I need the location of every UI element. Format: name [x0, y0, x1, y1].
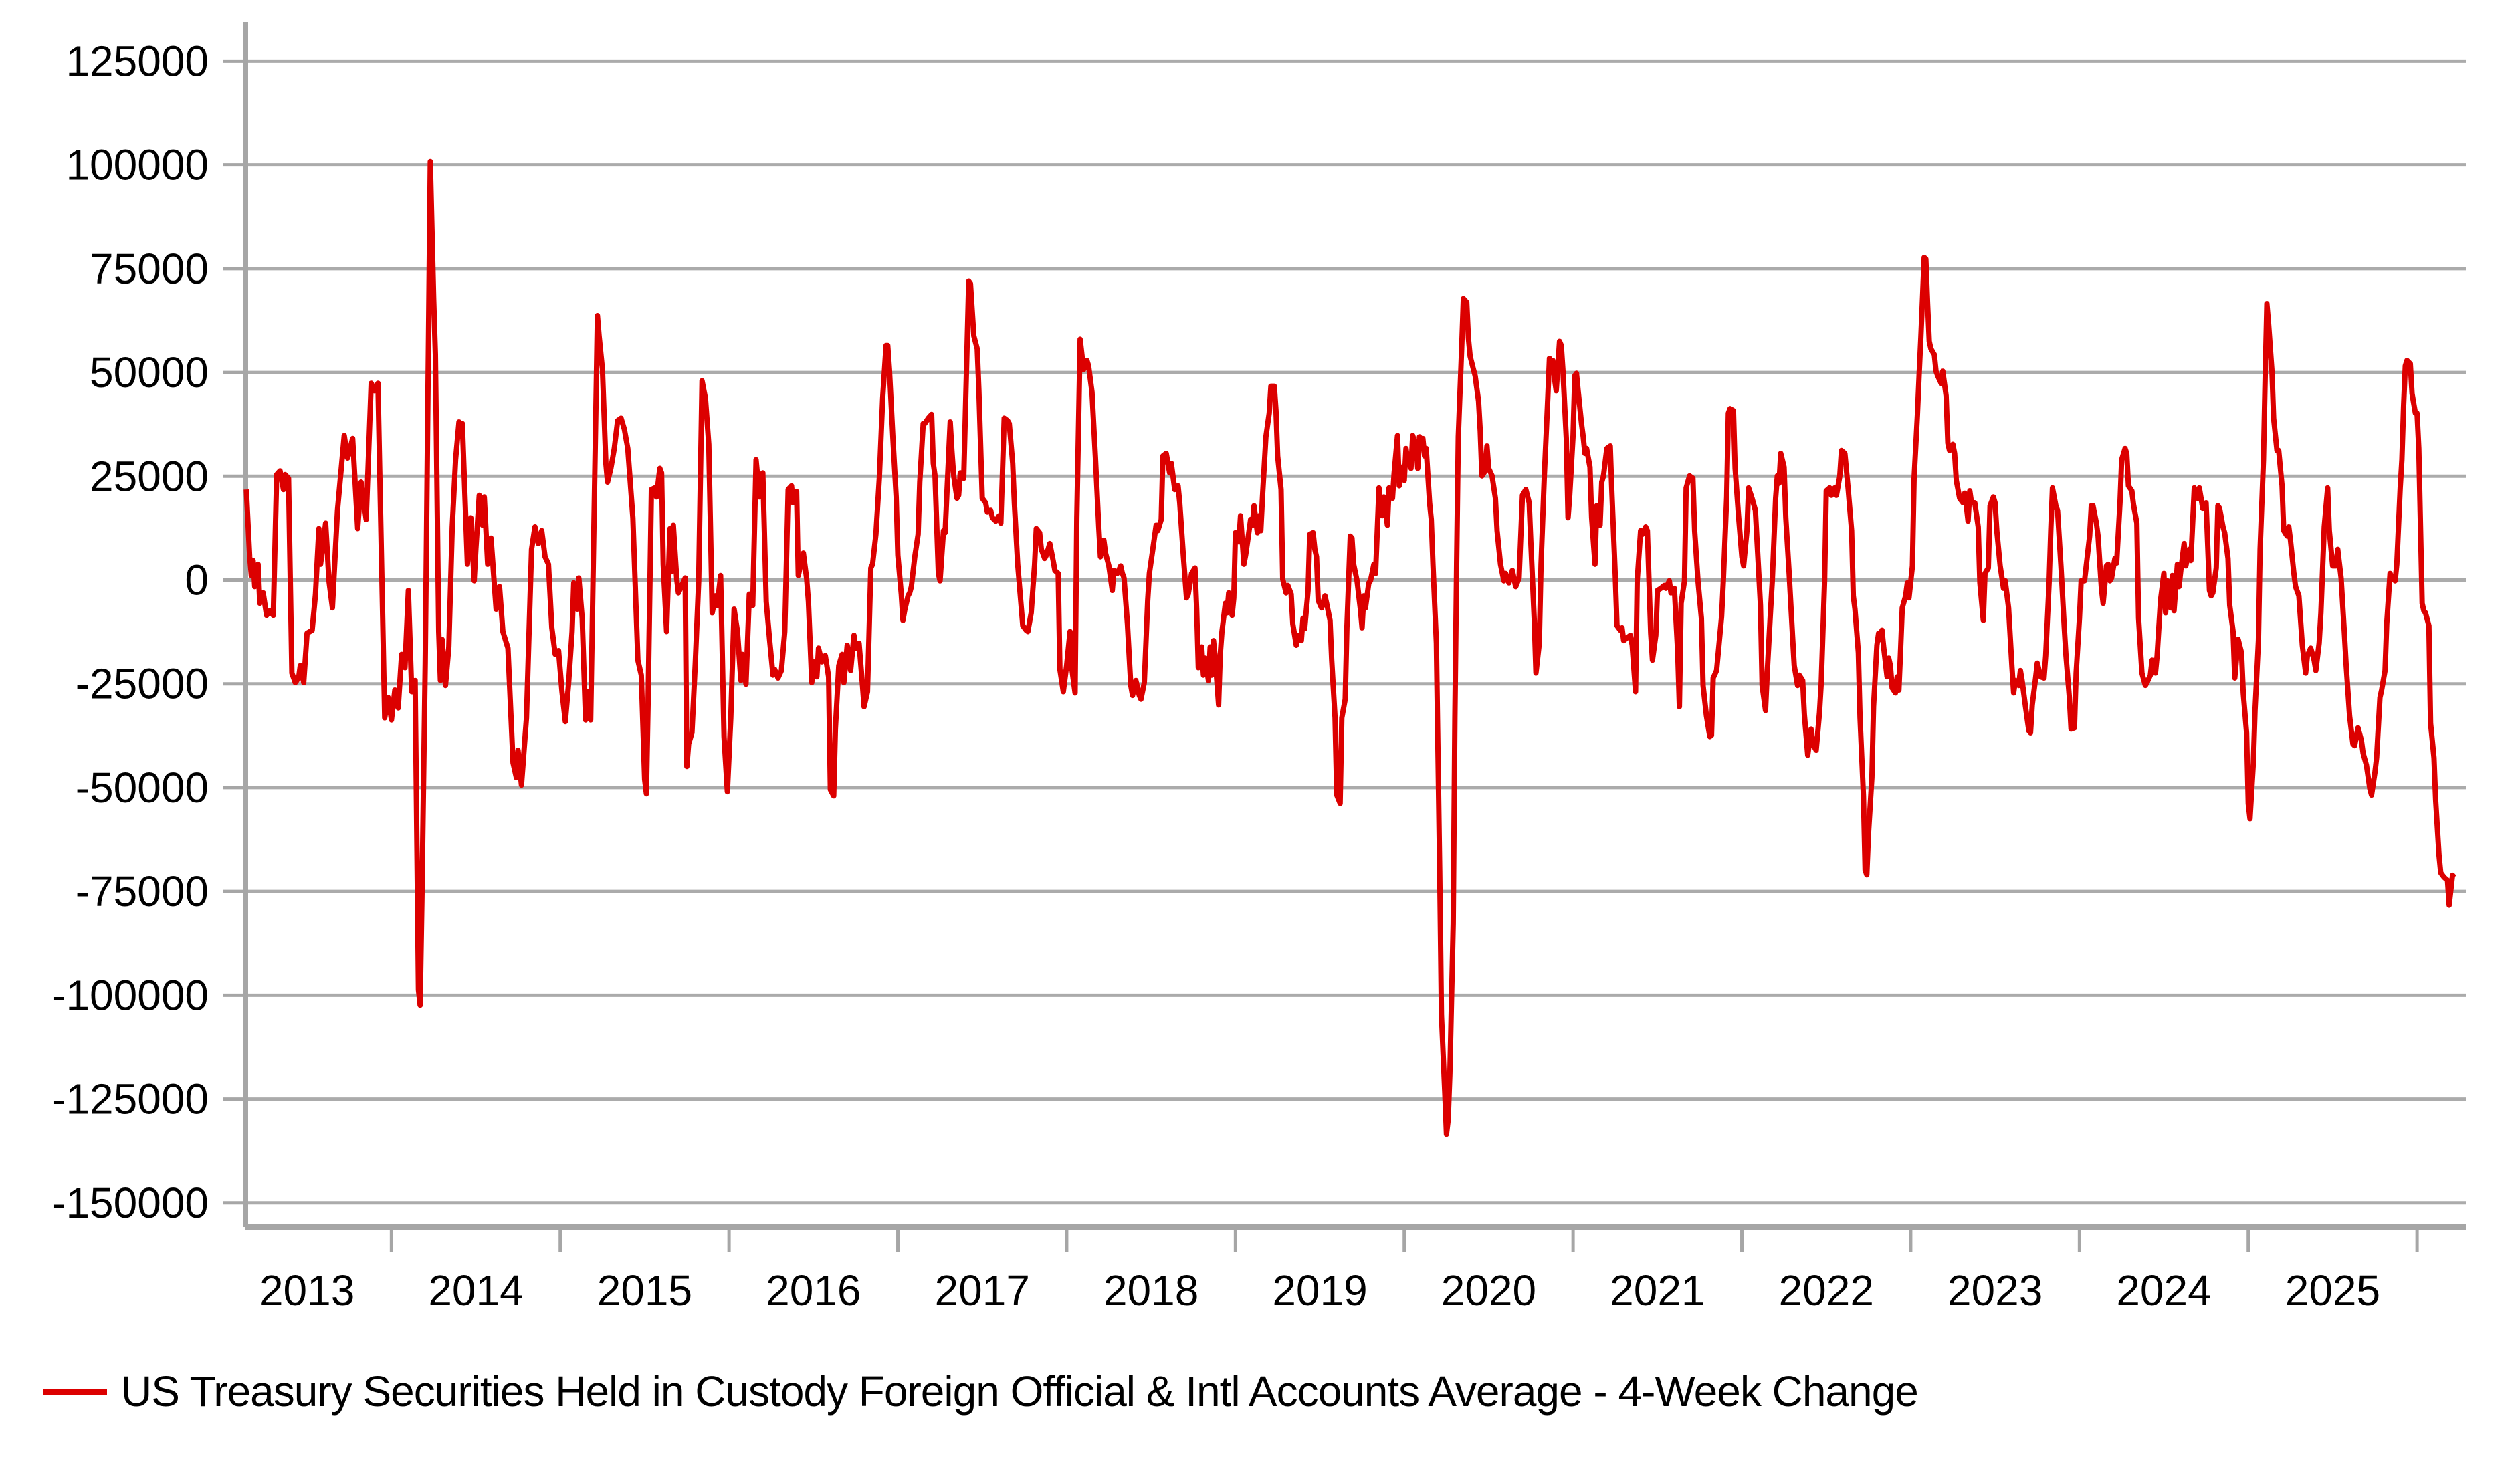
y-tick-label: -25000: [76, 660, 209, 708]
x-tick-label: 2025: [2285, 1266, 2380, 1315]
legend-label: US Treasury Securities Held in Custody F…: [121, 1367, 1919, 1416]
y-tick-label: -50000: [76, 764, 209, 812]
y-tick-label: 125000: [66, 37, 209, 85]
x-tick-label: 2022: [1779, 1266, 1874, 1315]
x-tick-label: 2021: [1610, 1266, 1705, 1315]
x-tick-label: 2024: [2116, 1266, 2211, 1315]
y-tick-label: -125000: [51, 1075, 209, 1123]
y-tick-label: 25000: [90, 452, 209, 500]
y-tick-label: -75000: [76, 867, 209, 915]
y-tick-label: 50000: [90, 348, 209, 397]
x-tick-label: 2016: [766, 1266, 861, 1315]
x-tick-label: 2023: [1948, 1266, 2042, 1315]
y-tick-label: -100000: [51, 971, 209, 1019]
legend-line-swatch: [43, 1388, 107, 1395]
x-tick-label: 2018: [1104, 1266, 1198, 1315]
x-tick-label: 2015: [597, 1266, 692, 1315]
y-tick-label: 100000: [66, 141, 209, 189]
x-tick-label: 2017: [935, 1266, 1030, 1315]
legend: US Treasury Securities Held in Custody F…: [43, 1363, 1919, 1420]
y-tick-label: 0: [185, 556, 209, 604]
x-tick-label: 2020: [1441, 1266, 1536, 1315]
x-tick-label: 2014: [428, 1266, 523, 1315]
x-tick-label: 2019: [1272, 1266, 1367, 1315]
y-tick-label: -150000: [51, 1179, 209, 1227]
y-tick-label: 75000: [90, 245, 209, 293]
data-polyline: [243, 158, 2456, 1137]
x-tick-label: 2013: [259, 1266, 354, 1315]
